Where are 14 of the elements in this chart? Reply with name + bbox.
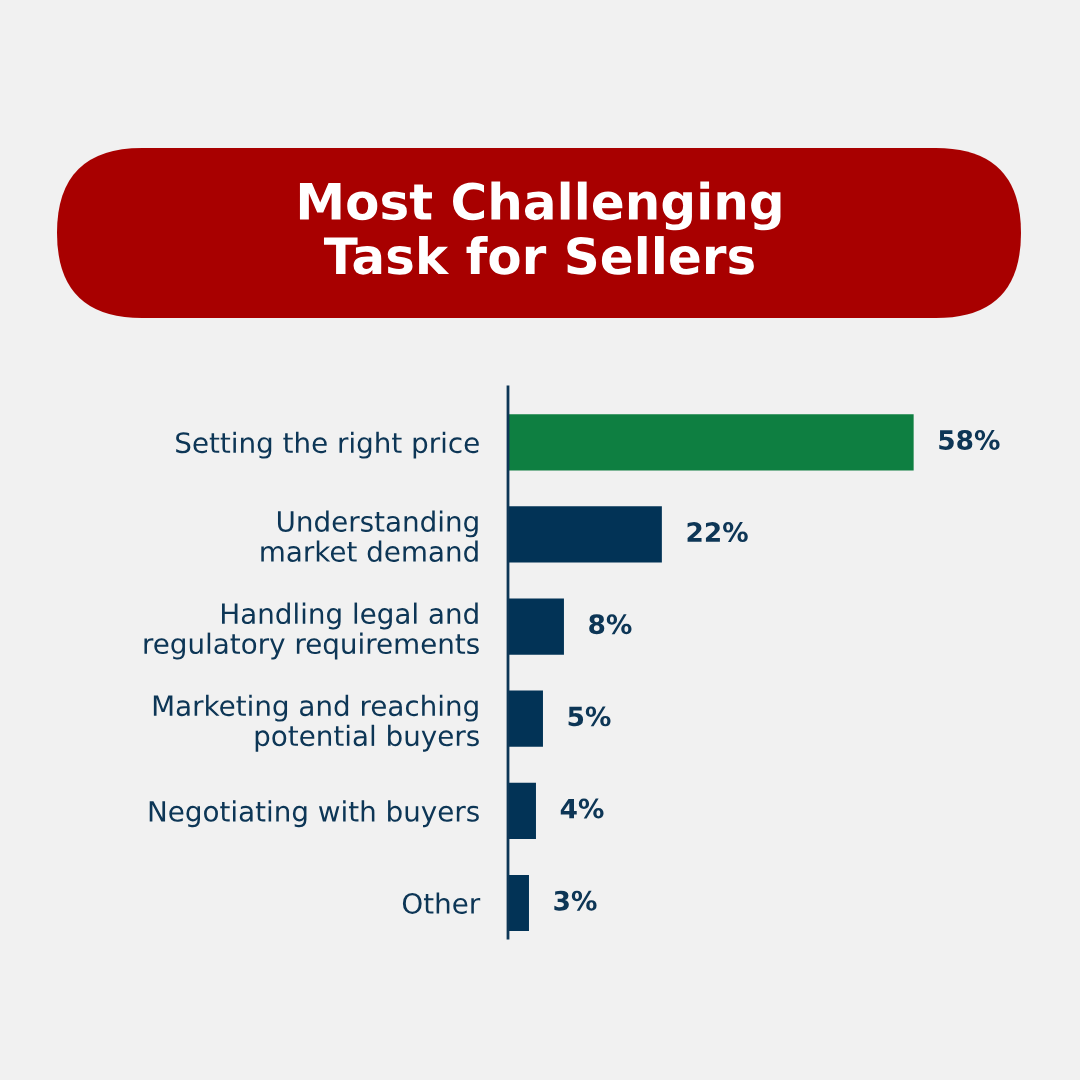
data-label: 4% — [560, 798, 604, 819]
data-label: 5% — [568, 706, 611, 727]
data-label: 3% — [554, 890, 597, 911]
data-label: 8% — [589, 614, 632, 635]
y-tick-label: Other — [402, 892, 481, 914]
y-tick-label: Marketing and reaching potential buyers — [153, 694, 479, 752]
y-tick-label: Setting the right price — [176, 431, 479, 459]
data-label: 22% — [687, 522, 748, 543]
chart-title: Most Challenging Task for Sellers — [299, 181, 781, 275]
bar — [508, 414, 914, 471]
y-tick-label: Understanding market demand — [261, 510, 478, 562]
y-tick-label: Negotiating with buyers — [149, 800, 479, 828]
data-label: 58% — [939, 429, 1000, 450]
y-tick-label: Handling legal and regulatory requirements — [144, 602, 479, 660]
